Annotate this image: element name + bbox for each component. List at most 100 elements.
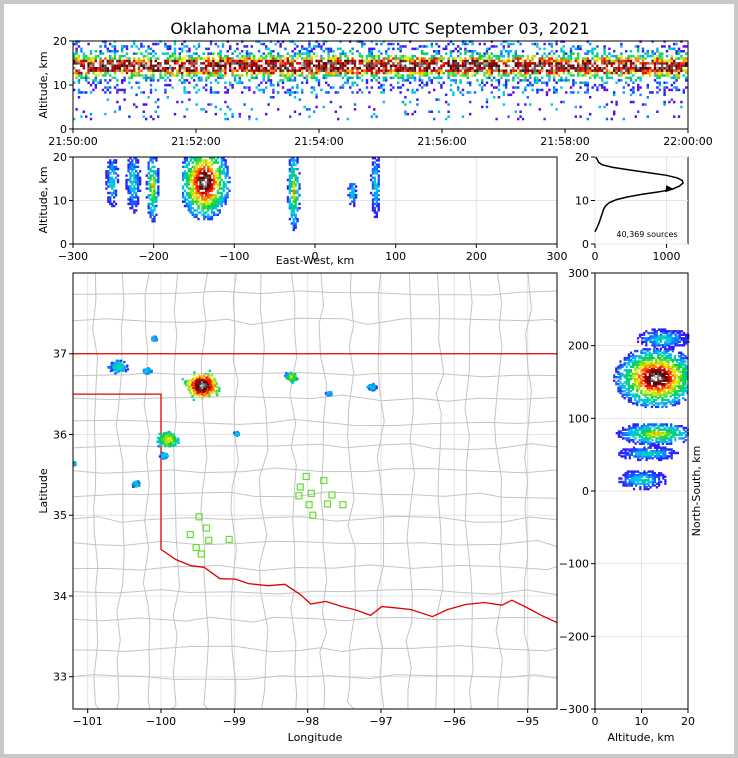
- time-height-cell: [195, 52, 198, 55]
- ew-height-cell: [125, 185, 128, 188]
- time-height-cell: [478, 52, 481, 55]
- time-height-cell: [401, 69, 405, 72]
- time-height-cell: [104, 69, 107, 72]
- county-line: [435, 273, 445, 709]
- time-height-cell: [133, 42, 136, 46]
- time-height-cell: [658, 54, 661, 58]
- map-source-point: [165, 438, 169, 441]
- map-source-point: [201, 393, 204, 396]
- ew-height-cell: [288, 187, 291, 190]
- time-height-cell: [562, 64, 565, 67]
- time-height-cell: [121, 54, 124, 58]
- map-source-point: [116, 365, 119, 368]
- ew-height-cell: [185, 176, 189, 179]
- time-height-cell: [231, 67, 234, 70]
- time-height-cell: [653, 62, 657, 65]
- time-height-cell: [538, 57, 541, 60]
- time-height-cell: [661, 57, 664, 60]
- time-height-cell: [682, 64, 685, 67]
- time-height-cell: [639, 57, 642, 60]
- time-height-cell: [483, 67, 486, 70]
- time-height-cell: [200, 62, 203, 65]
- time-height-cell: [589, 64, 592, 67]
- time-height-cell: [437, 71, 441, 75]
- time-height-cell: [358, 54, 361, 58]
- ew-height-cell: [220, 191, 223, 195]
- time-height-cell: [236, 47, 239, 51]
- map-source-point: [215, 385, 218, 388]
- time-height-cell: [442, 62, 445, 65]
- ew-height-cell: [371, 183, 375, 186]
- time-height-cell: [440, 83, 443, 87]
- time-height-cell: [478, 83, 481, 87]
- time-height-cell: [245, 62, 249, 65]
- ew-height-cell: [197, 198, 200, 201]
- time-height-cell: [267, 64, 270, 67]
- time-height-cell: [109, 62, 112, 65]
- ew-height-cell: [131, 198, 134, 201]
- time-height-cell: [173, 112, 177, 116]
- time-height-cell: [135, 93, 138, 97]
- time-height-cell: [560, 59, 563, 63]
- time-height-cell: [197, 76, 201, 80]
- ew-height-cell: [149, 213, 152, 216]
- ew-height-cell: [373, 176, 376, 179]
- ew-height-cell: [203, 159, 206, 162]
- ew-height-cell: [377, 163, 380, 166]
- time-height-cell: [514, 86, 517, 89]
- time-height-cell: [224, 112, 227, 116]
- time-height-cell: [262, 91, 265, 94]
- time-height-cell: [346, 79, 349, 82]
- time-height-cell: [404, 67, 407, 70]
- time-height-cell: [603, 50, 606, 53]
- time-height-cell: [454, 79, 457, 82]
- time-height-cell: [377, 71, 381, 75]
- ew-height-cell: [203, 178, 206, 182]
- time-height-cell: [325, 64, 328, 67]
- time-height-cell: [627, 67, 630, 70]
- time-height-cell: [610, 67, 613, 70]
- map-source-point: [216, 385, 219, 389]
- time-height-cell: [404, 110, 407, 113]
- time-height-cell: [387, 47, 390, 51]
- time-height-cell: [77, 59, 81, 63]
- time-height-cell: [483, 64, 486, 67]
- ew-height-cell: [294, 217, 297, 221]
- time-height-cell: [639, 54, 642, 58]
- time-height-cell: [658, 57, 661, 60]
- ew-height-cell: [149, 211, 152, 214]
- map-source-point: [198, 393, 201, 396]
- time-height-cell: [226, 50, 229, 53]
- time-height-cell: [610, 117, 613, 121]
- time-height-cell: [615, 71, 618, 75]
- time-height-cell: [356, 74, 359, 77]
- time-height-cell: [257, 40, 261, 43]
- time-height-cell: [298, 98, 301, 101]
- time-height-cell: [668, 45, 671, 48]
- time-height-cell: [421, 79, 424, 82]
- time-height-cell: [334, 91, 337, 94]
- time-height-cell: [610, 59, 613, 63]
- map-source-point: [189, 381, 192, 384]
- map-source-point: [173, 436, 177, 439]
- time-height-cell: [572, 74, 575, 77]
- ew-height-cell: [290, 207, 293, 210]
- time-height-cell: [370, 40, 373, 43]
- time-height-cell: [661, 64, 664, 67]
- time-height-cell: [305, 108, 309, 111]
- time-height-cell: [277, 91, 280, 94]
- time-height-cell: [394, 71, 397, 75]
- time-height-cell: [658, 59, 661, 63]
- time-height-cell: [226, 64, 229, 67]
- time-height-cell: [656, 64, 659, 67]
- time-height-cell: [123, 59, 126, 63]
- time-height-cell: [586, 59, 589, 63]
- time-height-cell: [317, 71, 321, 75]
- time-height-cell: [327, 59, 330, 63]
- ew-height-cell: [135, 194, 138, 197]
- time-height-cell: [437, 45, 441, 48]
- ew-height-cell: [203, 167, 206, 171]
- time-height-cell: [202, 52, 205, 55]
- time-height-cell: [183, 86, 186, 89]
